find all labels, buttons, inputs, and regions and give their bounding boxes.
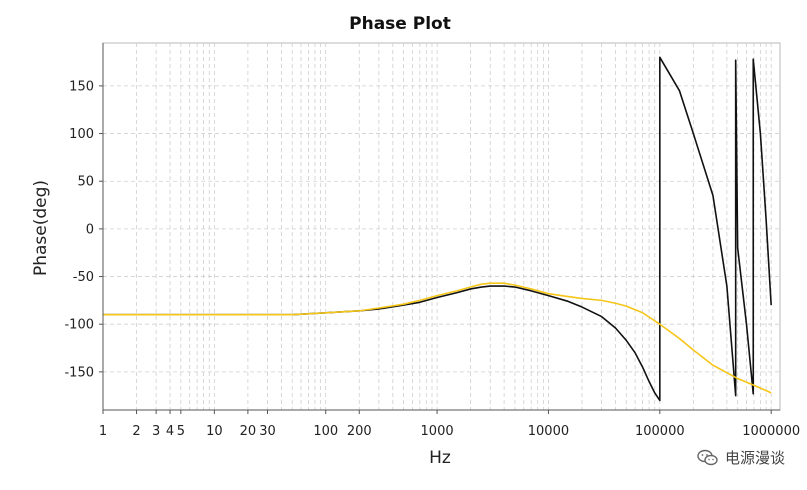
watermark-text: 电源漫谈 (724, 449, 785, 467)
y-tick-label: 150 (69, 79, 94, 94)
x-tick-label: 10 (206, 424, 223, 439)
wechat-icon (697, 449, 718, 465)
axes: 150 100 50 0 -50 -100 -150 1 2 3 4 5 10 20 30 100 200 100… (64, 43, 800, 439)
x-tick-label: 1 (99, 424, 107, 439)
x-tick-label: 30 (259, 424, 276, 439)
y-tick-label: 50 (77, 175, 94, 190)
x-tick-label: 20 (240, 424, 257, 439)
x-tick-label: 3 (152, 424, 160, 439)
x-tick-label: 10000 (528, 424, 569, 439)
watermark: 电源漫谈 (697, 447, 785, 468)
x-tick-label: 1000000 (742, 424, 800, 439)
x-tick-label: 200 (347, 424, 372, 439)
x-tick-label: 100 (313, 424, 338, 439)
chart-title: Phase Plot (349, 14, 451, 34)
x-tick-label: 4 (166, 424, 174, 439)
x-tick-label: 1000 (421, 424, 454, 439)
x-tick-label: 2 (132, 424, 140, 439)
x-tick-label: 100000 (635, 424, 685, 439)
series-line-1 (103, 56, 772, 402)
y-tick-label: 100 (69, 127, 94, 142)
plot-background (102, 42, 781, 411)
x-tick-label: 5 (177, 424, 185, 439)
y-tick-label: 0 (86, 222, 94, 237)
y-tick-label: -50 (73, 270, 94, 285)
y-tick-label: -100 (64, 318, 94, 333)
plot-area (102, 42, 781, 411)
y-axis-title: Phase(deg) (31, 180, 51, 276)
series-line-2 (103, 282, 772, 394)
grid (102, 43, 780, 410)
y-tick-label: -150 (64, 365, 94, 380)
x-axis-title: Hz (429, 448, 451, 468)
series-layer (103, 56, 772, 402)
